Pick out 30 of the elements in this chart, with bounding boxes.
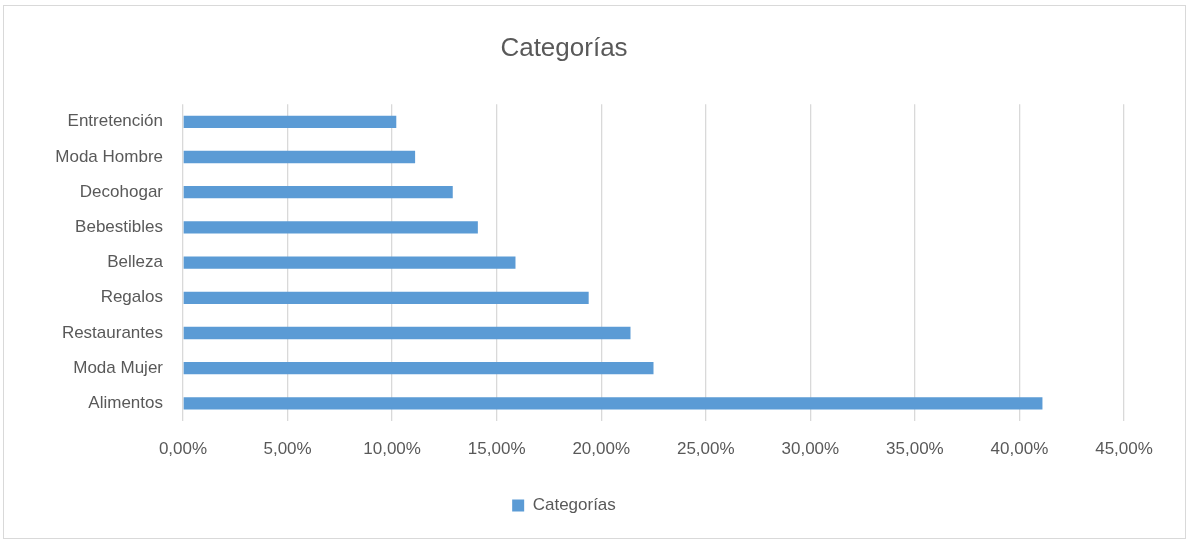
bar [183, 221, 478, 234]
x-tick-label: 25,00% [676, 438, 735, 458]
y-tick-label: Alimentos [88, 393, 163, 413]
y-tick-label: Belleza [107, 252, 164, 272]
x-tick-label: 40,00% [990, 438, 1049, 458]
y-tick-label: Restaurantes [61, 322, 163, 342]
x-tick-label: 35,00% [886, 438, 944, 458]
bar [183, 186, 453, 199]
y-tick-label: Regalos [100, 287, 163, 307]
y-tick-label: Decohogar [79, 181, 164, 201]
bar [183, 326, 631, 340]
x-tick-label: 20,00% [572, 438, 631, 458]
bar [183, 291, 589, 304]
y-tick-label: Entretención [67, 111, 163, 131]
x-tick-label: 15,00% [467, 438, 526, 458]
bar [183, 397, 1043, 410]
legend-label: Categorías [532, 495, 616, 515]
x-tick-label: 0,00% [158, 438, 208, 458]
bar [183, 150, 416, 164]
y-tick-label: Bebestibles [75, 217, 163, 237]
bar [183, 256, 516, 269]
x-tick-label: 45,00% [1095, 438, 1153, 458]
y-tick-label: Moda Mujer [73, 357, 164, 377]
chart-title: Categorías [500, 31, 628, 62]
x-tick-label: 30,00% [781, 438, 840, 458]
bar [183, 362, 654, 375]
bar [183, 115, 397, 128]
x-tick-label: 10,00% [363, 438, 421, 458]
x-tick-label: 5,00% [263, 438, 312, 458]
y-tick-label: Moda Hombre [55, 146, 163, 166]
